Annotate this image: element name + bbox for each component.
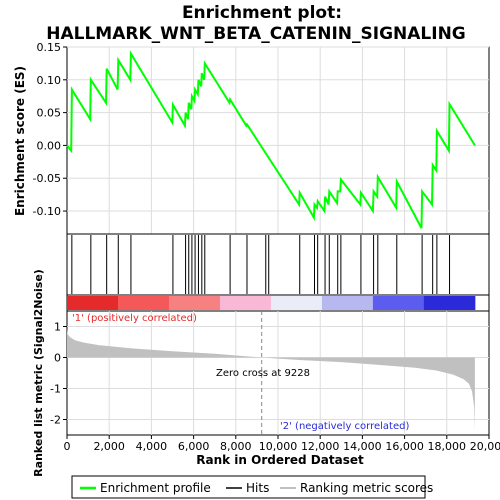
metric-y-axis: 1 0 -1 -2: [50, 321, 67, 427]
heatmap-segment: [168, 296, 221, 310]
positive-correlation-label: '1' (positively correlated): [72, 313, 197, 324]
x-tick-label: 0: [64, 440, 71, 453]
x-tick-label: 6,000: [178, 440, 210, 453]
es-y-tick-label: 0.05: [37, 107, 62, 120]
metric-y-tick-label: 0: [54, 352, 61, 365]
es-y-tick-label: 0.15: [37, 41, 62, 54]
x-tick-label: 8,000: [220, 440, 252, 453]
es-y-tick-label: -0.10: [33, 205, 61, 218]
x-tick-label: 12,000: [301, 440, 340, 453]
es-y-axis-label: Enrichment score (ES): [13, 66, 27, 216]
x-tick-label: 18,000: [428, 440, 467, 453]
enrichment-profile-line: [66, 50, 476, 229]
x-axis: 0 2,000 4,000 6,000 8,000 10,000 12,000 14,000 1…: [64, 435, 500, 453]
legend-hits-label: Hits: [246, 481, 269, 495]
x-tick-label: 4,000: [136, 440, 168, 453]
heatmap-segment: [219, 296, 272, 310]
heatmap-segment: [117, 296, 170, 310]
legend-box: [71, 475, 426, 499]
metric-y-axis-label: Ranked list metric (Signal2Noise): [32, 269, 45, 477]
metric-y-tick-label: -2: [50, 414, 61, 427]
heatmap-segment: [372, 296, 425, 310]
x-tick-label: 2,000: [93, 440, 125, 453]
hits-markers: [71, 235, 451, 294]
x-tick-label: 14,000: [343, 440, 382, 453]
es-y-tick-label: 0.10: [37, 74, 62, 87]
legend-enrichment-label: Enrichment profile: [100, 481, 211, 495]
zero-cross-label: Zero cross at 9228: [216, 368, 310, 379]
x-axis-label: Rank in Ordered Dataset: [196, 453, 364, 467]
metric-y-tick-label: 1: [54, 321, 61, 334]
es-y-tick-label: 0.00: [37, 139, 62, 152]
legend-metric-label: Ranking metric scores: [300, 481, 433, 495]
es-y-axis: 0.15 0.10 0.05 0.00 -0.05 -0.10: [33, 41, 67, 218]
heatmap-segment: [67, 296, 119, 310]
heatmap-segment: [270, 296, 323, 310]
ranking-metric-area: [67, 328, 475, 431]
x-tick-label: 20,000: [470, 440, 500, 453]
hits-panel-frame: [66, 233, 490, 296]
chart-title-line2: HALLMARK_WNT_BETA_CATENIN_SIGNALING: [46, 24, 466, 44]
x-tick-label: 16,000: [385, 440, 424, 453]
heatmap-segment: [423, 296, 476, 310]
es-gridlines: [67, 46, 489, 234]
es-y-tick-label: -0.05: [33, 172, 61, 185]
negative-correlation-label: '2' (negatively correlated): [280, 421, 409, 432]
x-tick-label: 10,000: [259, 440, 298, 453]
metric-y-tick-label: -1: [50, 383, 61, 396]
ranking-heatmap: [67, 296, 476, 310]
heatmap-segment: [321, 296, 374, 310]
chart-title-line1: Enrichment plot:: [182, 3, 342, 23]
